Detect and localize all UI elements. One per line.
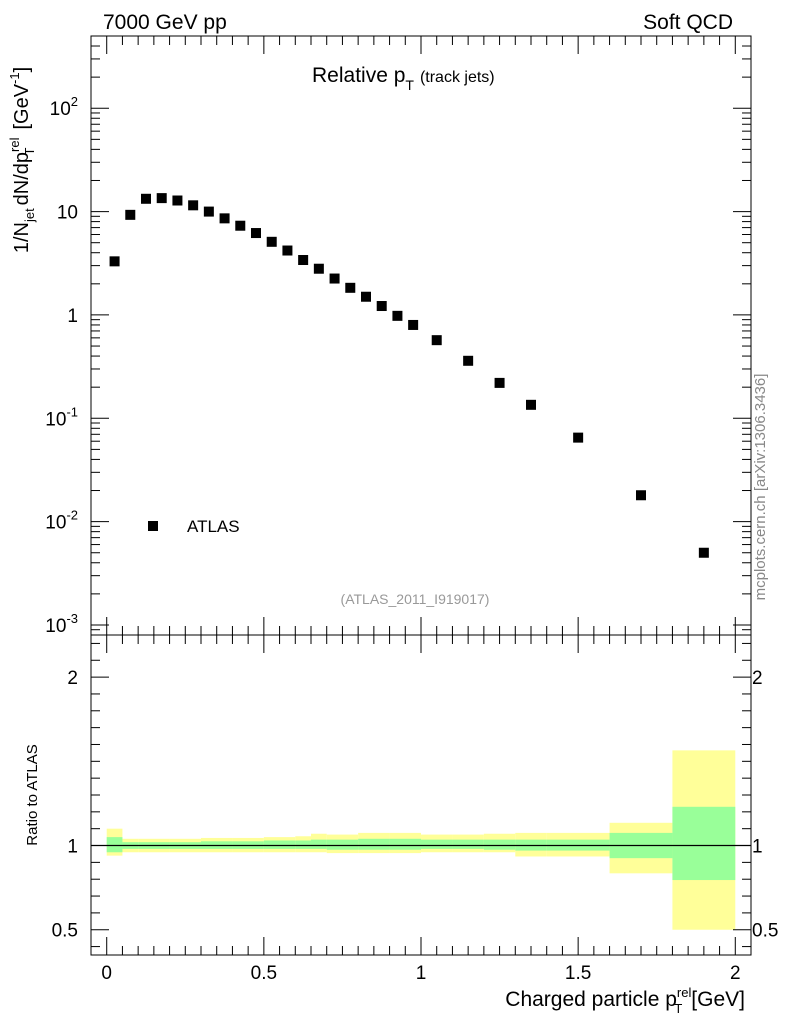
ratio-inner-band: [421, 839, 453, 849]
ylabel-unit-sup: -1: [7, 72, 22, 84]
atlas-data-point: [266, 236, 277, 247]
ratio-x-tick-label: 0.5: [251, 963, 277, 984]
atlas-data-point: [203, 206, 214, 217]
legend-label: ATLAS: [187, 517, 240, 536]
atlas-data-point: [526, 399, 536, 410]
atlas-data-point: [313, 263, 324, 274]
ratio-x-tick-label: 1: [416, 963, 427, 984]
ratio-inner-band: [483, 839, 516, 850]
header-right-label: Soft QCD: [643, 11, 733, 34]
ylabel-base: 1/N: [11, 222, 33, 253]
ratio-plot-panel: 0.5 0.5 1 1 2 2 0 0.5 1 1.5 2 Ratio to ATLAS Char…: [24, 634, 779, 1016]
side-source-label: mcplots.cern.ch [arXiv:1306.3436]: [752, 374, 769, 601]
atlas-data-point: [494, 377, 505, 388]
main-plot-title: Relative pT (track jets): [312, 64, 495, 93]
ylabel-p-sub: T: [22, 147, 37, 155]
atlas-data-point: [251, 228, 261, 239]
xlabel-sub: T: [674, 1001, 682, 1016]
title-text: Relative p: [312, 64, 405, 87]
xlabel-unit: [GeV]: [691, 988, 745, 1011]
ratio-inner-band: [295, 840, 311, 849]
legend-marker: [148, 521, 158, 531]
atlas-data-point: [109, 256, 120, 267]
ratio-plot-x-tick-labels: 0 0.5 1 1.5 2: [101, 963, 740, 984]
ratio-x-tick-label: 1.5: [565, 963, 591, 984]
atlas-data-point: [282, 245, 293, 256]
atlas-data-point: [219, 213, 230, 224]
atlas-data-point: [298, 255, 309, 266]
ratio-inner-band: [311, 839, 327, 849]
ratio-inner-band: [389, 838, 421, 850]
title-subscript: T: [405, 77, 414, 93]
ratio-plot-y-tick-labels: 0.5 0.5 1 1 2 2: [52, 668, 779, 942]
ratio-uncertainty-bands: [106, 750, 736, 930]
title-suffix: (track jets): [420, 69, 495, 86]
xlabel-sup: rel: [677, 985, 692, 1000]
ylabel-unit-close: ]: [11, 67, 33, 73]
main-plot-y-label: 1/Njet dN/dprelT [GeV-1]: [7, 67, 37, 253]
ratio-plot-frame: [90, 634, 752, 956]
ylabel-n-sub: jet: [22, 208, 37, 223]
atlas-data-point: [463, 355, 474, 366]
atlas-data-point: [376, 301, 387, 312]
atlas-data-point: [329, 273, 340, 284]
main-plot-y-tick-labels: 10-3 10-2 10-1 1 10 102: [45, 94, 78, 637]
ratio-inner-band: [452, 839, 484, 849]
ratio-y-tick-label-right: 1: [752, 837, 763, 858]
analysis-watermark: (ATLAS_2011_I919017): [341, 591, 490, 607]
main-y-tick-label: 10-3: [45, 611, 78, 637]
atlas-data-point: [141, 193, 151, 204]
ratio-plot-ticks: [91, 635, 751, 955]
ratio-inner-band: [106, 837, 123, 853]
atlas-data-point: [172, 195, 183, 206]
atlas-data-point: [392, 310, 403, 321]
ratio-inner-band: [358, 838, 390, 850]
atlas-data-point: [636, 490, 646, 501]
atlas-data-points: [109, 193, 709, 558]
ratio-inner-band: [672, 806, 736, 881]
ratio-y-tick-label-left: 2: [67, 668, 78, 689]
main-plot-ticks: [91, 35, 751, 636]
atlas-data-point: [408, 319, 419, 330]
atlas-data-point: [345, 282, 356, 293]
ylabel-p-sup: rel: [7, 137, 22, 152]
atlas-data-point: [698, 547, 709, 558]
atlas-data-point: [125, 209, 136, 220]
ylabel-unit: [GeV: [11, 83, 33, 129]
ratio-inner-band: [326, 839, 359, 850]
main-y-tick-label: 102: [50, 94, 78, 120]
atlas-data-point: [573, 432, 584, 443]
main-y-tick-label: 10-1: [45, 404, 78, 430]
ratio-y-tick-label-right: 0.5: [752, 921, 778, 942]
header-left-label: 7000 GeV pp: [103, 11, 227, 34]
atlas-data-point: [235, 220, 246, 231]
atlas-data-point: [431, 335, 442, 346]
ratio-plot-y-label: Ratio to ATLAS: [24, 744, 41, 845]
ratio-y-tick-label-left: 0.5: [52, 921, 78, 942]
ratio-y-tick-label-left: 1: [67, 837, 78, 858]
ratio-inner-band: [263, 840, 296, 849]
ratio-x-tick-label: 0: [101, 963, 112, 984]
ratio-y-tick-label-right: 2: [752, 668, 763, 689]
ratio-x-tick-label: 2: [730, 963, 741, 984]
main-y-tick-label: 10-2: [45, 508, 78, 534]
main-plot-frame: [90, 35, 752, 636]
xlabel-base: Charged particle p: [505, 988, 677, 1011]
atlas-data-point: [156, 193, 167, 204]
ylabel-mid: dN/dp: [11, 152, 33, 205]
main-y-tick-label: 1: [67, 306, 78, 327]
main-y-tick-label: 10: [57, 203, 78, 224]
atlas-data-point: [188, 200, 199, 211]
atlas-data-point: [361, 291, 371, 302]
x-axis-label: Charged particle prel T [GeV]: [505, 985, 745, 1016]
